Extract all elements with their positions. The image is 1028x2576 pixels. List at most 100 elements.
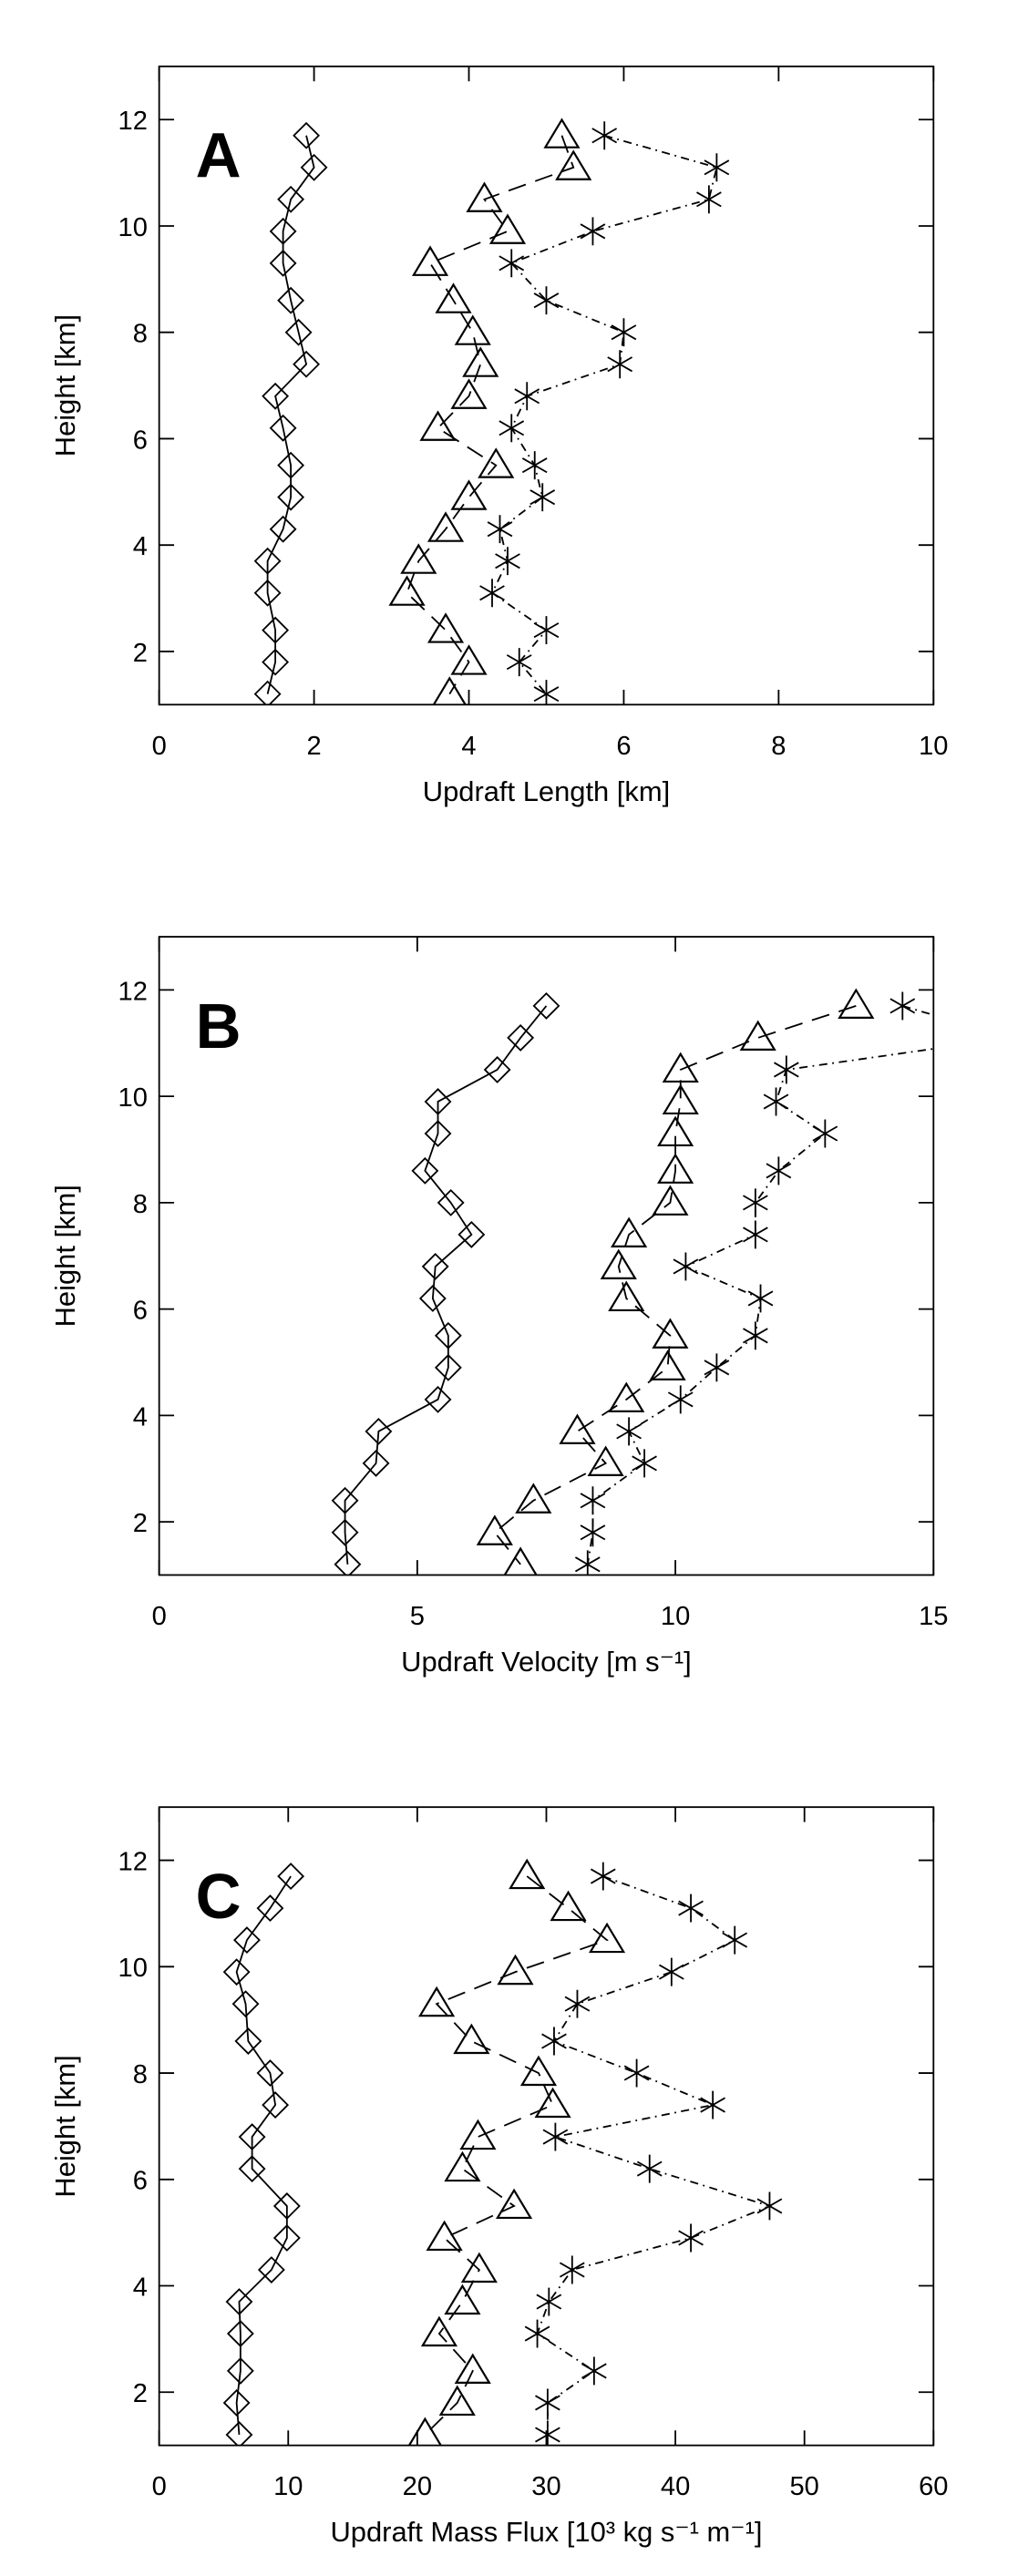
- x-tick-label: 2: [306, 732, 321, 761]
- triangle-marker: [550, 1890, 587, 1922]
- asterisk-marker: [499, 414, 525, 443]
- diamond-marker: [226, 2320, 254, 2348]
- triangle-marker: [559, 1413, 596, 1444]
- asterisk-marker: [541, 2027, 567, 2056]
- y-axis-label: Height [km]: [49, 1185, 81, 1327]
- triangle-marker: [418, 1986, 456, 2017]
- triangle-marker: [509, 1858, 546, 1890]
- panel-label: A: [196, 120, 242, 191]
- asterisk-marker: [479, 579, 505, 608]
- asterisk-marker: [580, 1518, 606, 1547]
- diamond-marker: [334, 1550, 362, 1575]
- diamond-marker: [293, 350, 321, 378]
- triangle-marker: [534, 2087, 571, 2119]
- asterisk-marker: [607, 350, 633, 379]
- y-tick-label: 8: [133, 320, 148, 349]
- diamond-marker: [277, 286, 305, 314]
- triangle-marker: [411, 245, 449, 276]
- diamond-marker: [256, 1894, 284, 1923]
- diamond-marker: [434, 1353, 462, 1381]
- asterisk-marker: [590, 1862, 616, 1891]
- series-line: [424, 1875, 609, 2436]
- asterisk-marker: [636, 2154, 663, 2183]
- y-tick-label: 6: [133, 426, 148, 455]
- triangle-marker: [407, 2417, 443, 2446]
- triangle-marker: [496, 2188, 533, 2220]
- triangle-marker: [435, 282, 472, 313]
- asterisk-marker: [616, 1417, 642, 1446]
- diamond-marker: [256, 2059, 284, 2087]
- y-tick-label: 10: [118, 1083, 148, 1113]
- triangle-marker: [444, 2284, 481, 2315]
- triangle-marker: [543, 118, 581, 149]
- y-tick-label: 2: [133, 2379, 148, 2408]
- diamond-marker: [269, 414, 297, 442]
- x-tick-label: 10: [661, 1602, 690, 1631]
- panel-label: B: [196, 990, 242, 1062]
- asterisk-marker: [704, 153, 730, 182]
- triangle-marker: [555, 149, 592, 180]
- diamond-marker: [226, 2356, 254, 2385]
- plot-frame: [158, 65, 935, 706]
- asterisk-marker: [658, 1957, 684, 1986]
- asterisk-marker: [743, 1188, 768, 1217]
- triangle-marker: [739, 1020, 776, 1051]
- asterisk-marker: [536, 2287, 562, 2316]
- diamond-marker: [365, 1417, 393, 1445]
- asterisk-marker: [766, 1156, 792, 1185]
- triangle-marker: [657, 1115, 694, 1147]
- triangle-marker: [400, 543, 437, 574]
- panel: 0 2 4 6 8 10 2 4 6 8 10 12 A Updraft Length [km] Heigh…: [49, 65, 948, 807]
- triangle-marker: [478, 447, 515, 478]
- x-tick-label: 4: [461, 732, 476, 761]
- diamond-marker: [262, 382, 290, 410]
- x-tick-label: 50: [790, 2472, 819, 2501]
- diamond-marker: [362, 1449, 390, 1477]
- plot-frame: [158, 1806, 935, 2447]
- y-tick-label: 12: [118, 107, 148, 136]
- plot-area: [253, 118, 730, 705]
- asterisk-marker: [495, 547, 520, 576]
- diamond-marker: [457, 1220, 486, 1248]
- triangle-marker: [438, 2385, 476, 2416]
- asterisk-marker: [611, 318, 637, 347]
- triangle-marker: [432, 676, 467, 705]
- asterisk-marker: [529, 483, 556, 512]
- asterisk-marker: [514, 382, 540, 411]
- asterisk-marker: [535, 2420, 560, 2446]
- triangle-marker: [459, 2119, 497, 2150]
- diamond-marker: [272, 2192, 301, 2220]
- series-line: [586, 1005, 934, 1565]
- y-tick-label: 4: [133, 2273, 148, 2302]
- triangle-marker: [388, 575, 426, 606]
- diamond-marker: [331, 1486, 359, 1514]
- series-line: [344, 1005, 548, 1565]
- diamond-marker: [424, 1385, 452, 1413]
- triangle-marker: [657, 1153, 694, 1184]
- y-tick-label: 4: [133, 532, 148, 561]
- triangle-marker: [476, 1514, 513, 1545]
- diamond-marker: [253, 579, 282, 607]
- y-axis-label: Height [km]: [49, 314, 81, 457]
- y-axis-label: Height [km]: [49, 2055, 81, 2197]
- asterisk-marker: [581, 2356, 607, 2386]
- asterisk-marker: [564, 1989, 591, 2018]
- y-tick-label: 6: [133, 1297, 148, 1326]
- asterisk-marker: [521, 451, 548, 480]
- series-line: [266, 135, 315, 694]
- asterisk-marker: [533, 616, 560, 645]
- asterisk-marker: [678, 1894, 704, 1923]
- diamond-marker: [411, 1156, 439, 1185]
- asterisk-marker: [756, 2191, 783, 2221]
- diamond-marker: [262, 616, 290, 644]
- triangle-marker: [427, 511, 465, 542]
- diamond-marker: [269, 217, 297, 245]
- diamond-marker: [483, 1056, 511, 1083]
- x-tick-label: 0: [152, 732, 167, 761]
- triangle-marker: [652, 1185, 689, 1216]
- triangle-marker: [454, 2353, 491, 2384]
- asterisk-marker: [747, 1284, 774, 1313]
- x-axis-label: Updraft Length [km]: [423, 775, 670, 807]
